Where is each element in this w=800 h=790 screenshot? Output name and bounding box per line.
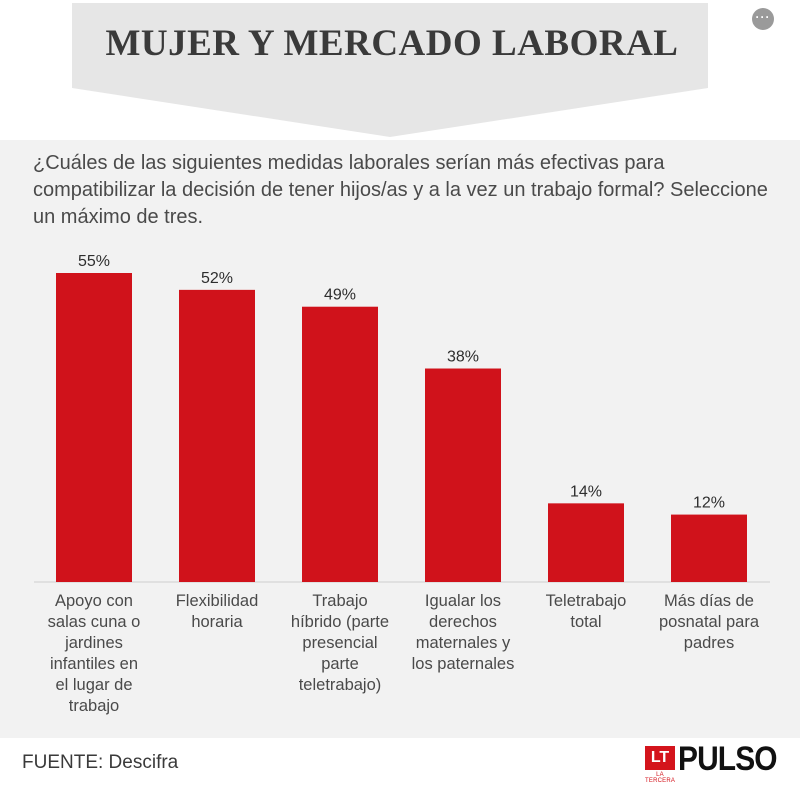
category-label-5: Teletrabajo total: [546, 592, 627, 631]
category-label-line: Igualar los: [425, 592, 501, 610]
category-label-line: parte: [321, 655, 359, 673]
ellipsis-icon[interactable]: ···: [752, 8, 774, 30]
category-label-3: Trabajo híbrido (parte presencial parte tele…: [291, 592, 389, 694]
category-label-line: presencial: [302, 634, 377, 652]
data-label-5: 14%: [570, 483, 602, 500]
data-label-6: 12%: [693, 495, 725, 512]
data-label-2: 52%: [201, 270, 233, 287]
category-label-line: posnatal para: [659, 613, 760, 631]
category-label-line: salas cuna o: [48, 613, 141, 631]
bar-6: [671, 514, 747, 582]
category-label-line: horaria: [191, 613, 243, 631]
category-label-line: infantiles en: [50, 655, 138, 673]
category-label-line: padres: [684, 634, 734, 652]
data-label-4: 38%: [447, 349, 479, 366]
category-label-line: Trabajo: [312, 592, 367, 610]
survey-question: ¿Cuáles de las siguientes medidas labora…: [33, 152, 768, 228]
category-label-line: jardines: [64, 634, 123, 652]
category-label-line: el lugar de: [55, 676, 132, 694]
category-label-line: Teletrabajo: [546, 592, 627, 610]
category-label-line: teletrabajo): [299, 676, 382, 694]
category-label-line: trabajo: [69, 697, 119, 715]
bar-2: [179, 289, 255, 582]
banner-arrow-shape: [72, 3, 708, 137]
source-text: FUENTE: Descifra: [22, 752, 179, 773]
data-label-1: 55%: [78, 253, 110, 270]
bar-3: [302, 306, 378, 582]
category-label-line: Más días de: [664, 592, 754, 610]
bar-4: [425, 368, 501, 582]
category-label-6: Más días de posnatal para padres: [659, 592, 760, 652]
category-label-4: Igualar los derechos maternales y los pater…: [412, 592, 515, 673]
bar-1: [56, 273, 132, 582]
header-banner: MUJER Y MERCADO LABORAL ···: [0, 0, 800, 140]
la-tercera-logo: LT: [645, 746, 675, 770]
category-label-line: total: [570, 613, 601, 631]
la-tercera-logo-sub: LA TERCERA: [645, 772, 676, 784]
category-label-line: Flexibilidad: [176, 592, 259, 610]
bar-5: [548, 503, 624, 582]
bar-chart: 55% Apoyo con salas cuna o jardines infantil…: [34, 253, 770, 715]
category-label-2: Flexibilidad horaria: [176, 592, 259, 631]
category-label-line: maternales y: [416, 634, 511, 652]
category-label-line: derechos: [429, 613, 497, 631]
footer: FUENTE: Descifra LT LA TERCERA PULSO: [0, 738, 800, 790]
page-title: MUJER Y MERCADO LABORAL: [105, 23, 679, 64]
category-label-line: los paternales: [412, 655, 515, 673]
category-label-line: híbrido (parte: [291, 613, 389, 631]
data-label-3: 49%: [324, 287, 356, 304]
category-label-1: Apoyo con salas cuna o jardines infantiles …: [48, 592, 141, 715]
pulso-logo-text: PULSO: [678, 740, 778, 778]
category-label-line: Apoyo con: [55, 592, 133, 610]
